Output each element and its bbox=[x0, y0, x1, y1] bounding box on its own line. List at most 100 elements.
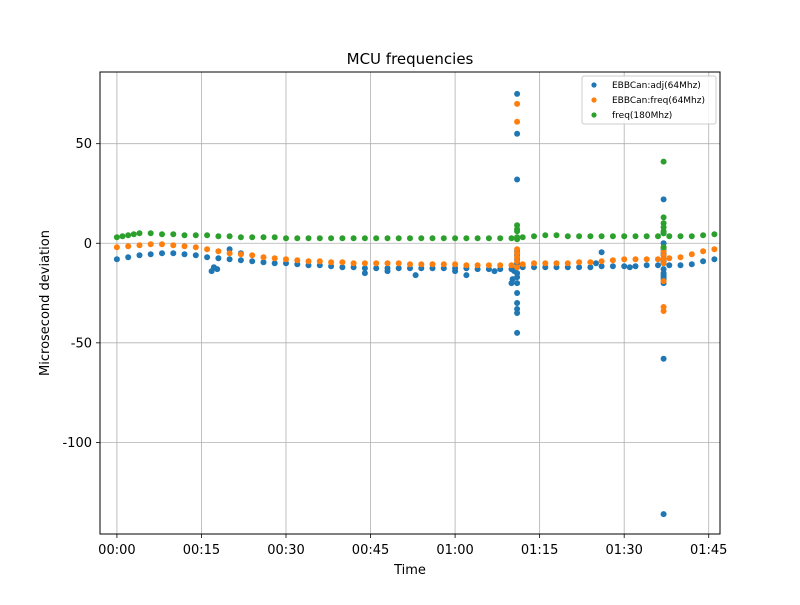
data-point bbox=[485, 262, 492, 269]
data-point bbox=[215, 255, 222, 262]
data-point bbox=[666, 233, 673, 240]
data-point bbox=[564, 260, 571, 267]
data-point bbox=[214, 266, 221, 273]
data-point bbox=[497, 235, 504, 242]
data-point bbox=[181, 251, 188, 258]
data-point bbox=[418, 235, 425, 242]
data-point bbox=[215, 233, 222, 240]
data-point bbox=[514, 176, 521, 183]
legend-label-freq64: EBBCan:freq(64Mhz) bbox=[612, 96, 705, 106]
data-point bbox=[621, 256, 628, 263]
data-point bbox=[519, 261, 526, 268]
data-point bbox=[429, 261, 436, 268]
data-point bbox=[514, 100, 521, 107]
data-point bbox=[660, 256, 667, 263]
data-point bbox=[136, 242, 143, 249]
data-point bbox=[508, 262, 515, 269]
data-point bbox=[626, 264, 633, 271]
data-point bbox=[598, 263, 605, 270]
data-point bbox=[576, 259, 583, 266]
data-point bbox=[395, 260, 402, 267]
data-point bbox=[463, 262, 470, 269]
data-point bbox=[384, 268, 391, 275]
data-point bbox=[531, 260, 537, 267]
data-point bbox=[609, 233, 616, 240]
data-point bbox=[564, 233, 571, 240]
data-point bbox=[215, 248, 222, 255]
data-point bbox=[463, 235, 470, 242]
data-point bbox=[249, 258, 256, 265]
legend-marker-freq64 bbox=[591, 97, 597, 103]
data-point bbox=[553, 260, 560, 267]
data-point bbox=[514, 290, 521, 296]
data-point bbox=[491, 268, 498, 275]
data-point bbox=[147, 251, 154, 258]
data-point bbox=[576, 264, 583, 271]
data-point bbox=[514, 228, 521, 235]
plot-area-frame bbox=[99, 71, 721, 535]
data-point bbox=[339, 264, 346, 271]
data-point bbox=[361, 260, 368, 267]
data-point bbox=[609, 263, 616, 270]
data-point bbox=[660, 308, 667, 314]
chart-title: MCU frequencies bbox=[347, 50, 474, 68]
data-point bbox=[271, 260, 278, 267]
y-tick-label: -50 bbox=[71, 336, 92, 351]
data-point bbox=[519, 234, 526, 241]
data-point bbox=[660, 158, 667, 165]
data-point bbox=[237, 251, 244, 258]
data-point bbox=[305, 258, 312, 265]
data-point bbox=[125, 254, 132, 261]
legend: EBBCan:adj(64Mhz) EBBCan:freq(64Mhz) fre… bbox=[581, 75, 717, 125]
y-tick-label: -100 bbox=[62, 436, 92, 451]
data-point bbox=[316, 258, 323, 265]
data-point bbox=[339, 259, 346, 266]
data-point bbox=[514, 90, 521, 97]
data-point bbox=[204, 246, 211, 253]
data-point bbox=[660, 196, 667, 203]
data-point bbox=[514, 118, 521, 125]
data-point bbox=[181, 243, 188, 250]
data-point bbox=[440, 235, 447, 242]
data-point bbox=[553, 232, 560, 239]
data-point bbox=[677, 233, 684, 240]
data-point bbox=[350, 260, 357, 267]
data-point bbox=[204, 254, 211, 261]
data-point bbox=[294, 235, 301, 242]
data-point bbox=[159, 250, 165, 257]
data-point bbox=[514, 130, 521, 137]
data-point bbox=[474, 235, 481, 242]
data-point bbox=[700, 248, 707, 255]
data-point bbox=[514, 280, 521, 287]
data-point bbox=[361, 235, 368, 242]
legend-label-adj: EBBCan:adj(64Mhz) bbox=[612, 81, 701, 91]
data-point bbox=[598, 258, 605, 265]
data-point bbox=[700, 258, 707, 265]
data-point bbox=[655, 262, 661, 269]
data-point bbox=[632, 263, 639, 270]
data-point bbox=[514, 234, 521, 241]
data-point bbox=[237, 234, 244, 241]
legend-marker-adj bbox=[591, 82, 597, 88]
data-point bbox=[407, 261, 413, 268]
data-point bbox=[407, 235, 413, 242]
data-point bbox=[113, 256, 120, 263]
y-axis-title: Microsecond deviation bbox=[38, 230, 53, 376]
data-point bbox=[260, 234, 267, 241]
data-point bbox=[711, 256, 718, 263]
data-point bbox=[125, 232, 132, 239]
data-point bbox=[113, 234, 120, 241]
data-point bbox=[136, 252, 143, 259]
data-point bbox=[452, 268, 459, 275]
series-1-points bbox=[113, 100, 718, 314]
data-points bbox=[113, 90, 718, 518]
data-point bbox=[463, 272, 470, 279]
data-point bbox=[587, 233, 594, 240]
data-point bbox=[542, 232, 549, 239]
data-point bbox=[587, 259, 594, 266]
data-point bbox=[192, 232, 199, 239]
data-point bbox=[159, 231, 165, 238]
data-point bbox=[660, 355, 667, 362]
data-point bbox=[130, 231, 137, 238]
